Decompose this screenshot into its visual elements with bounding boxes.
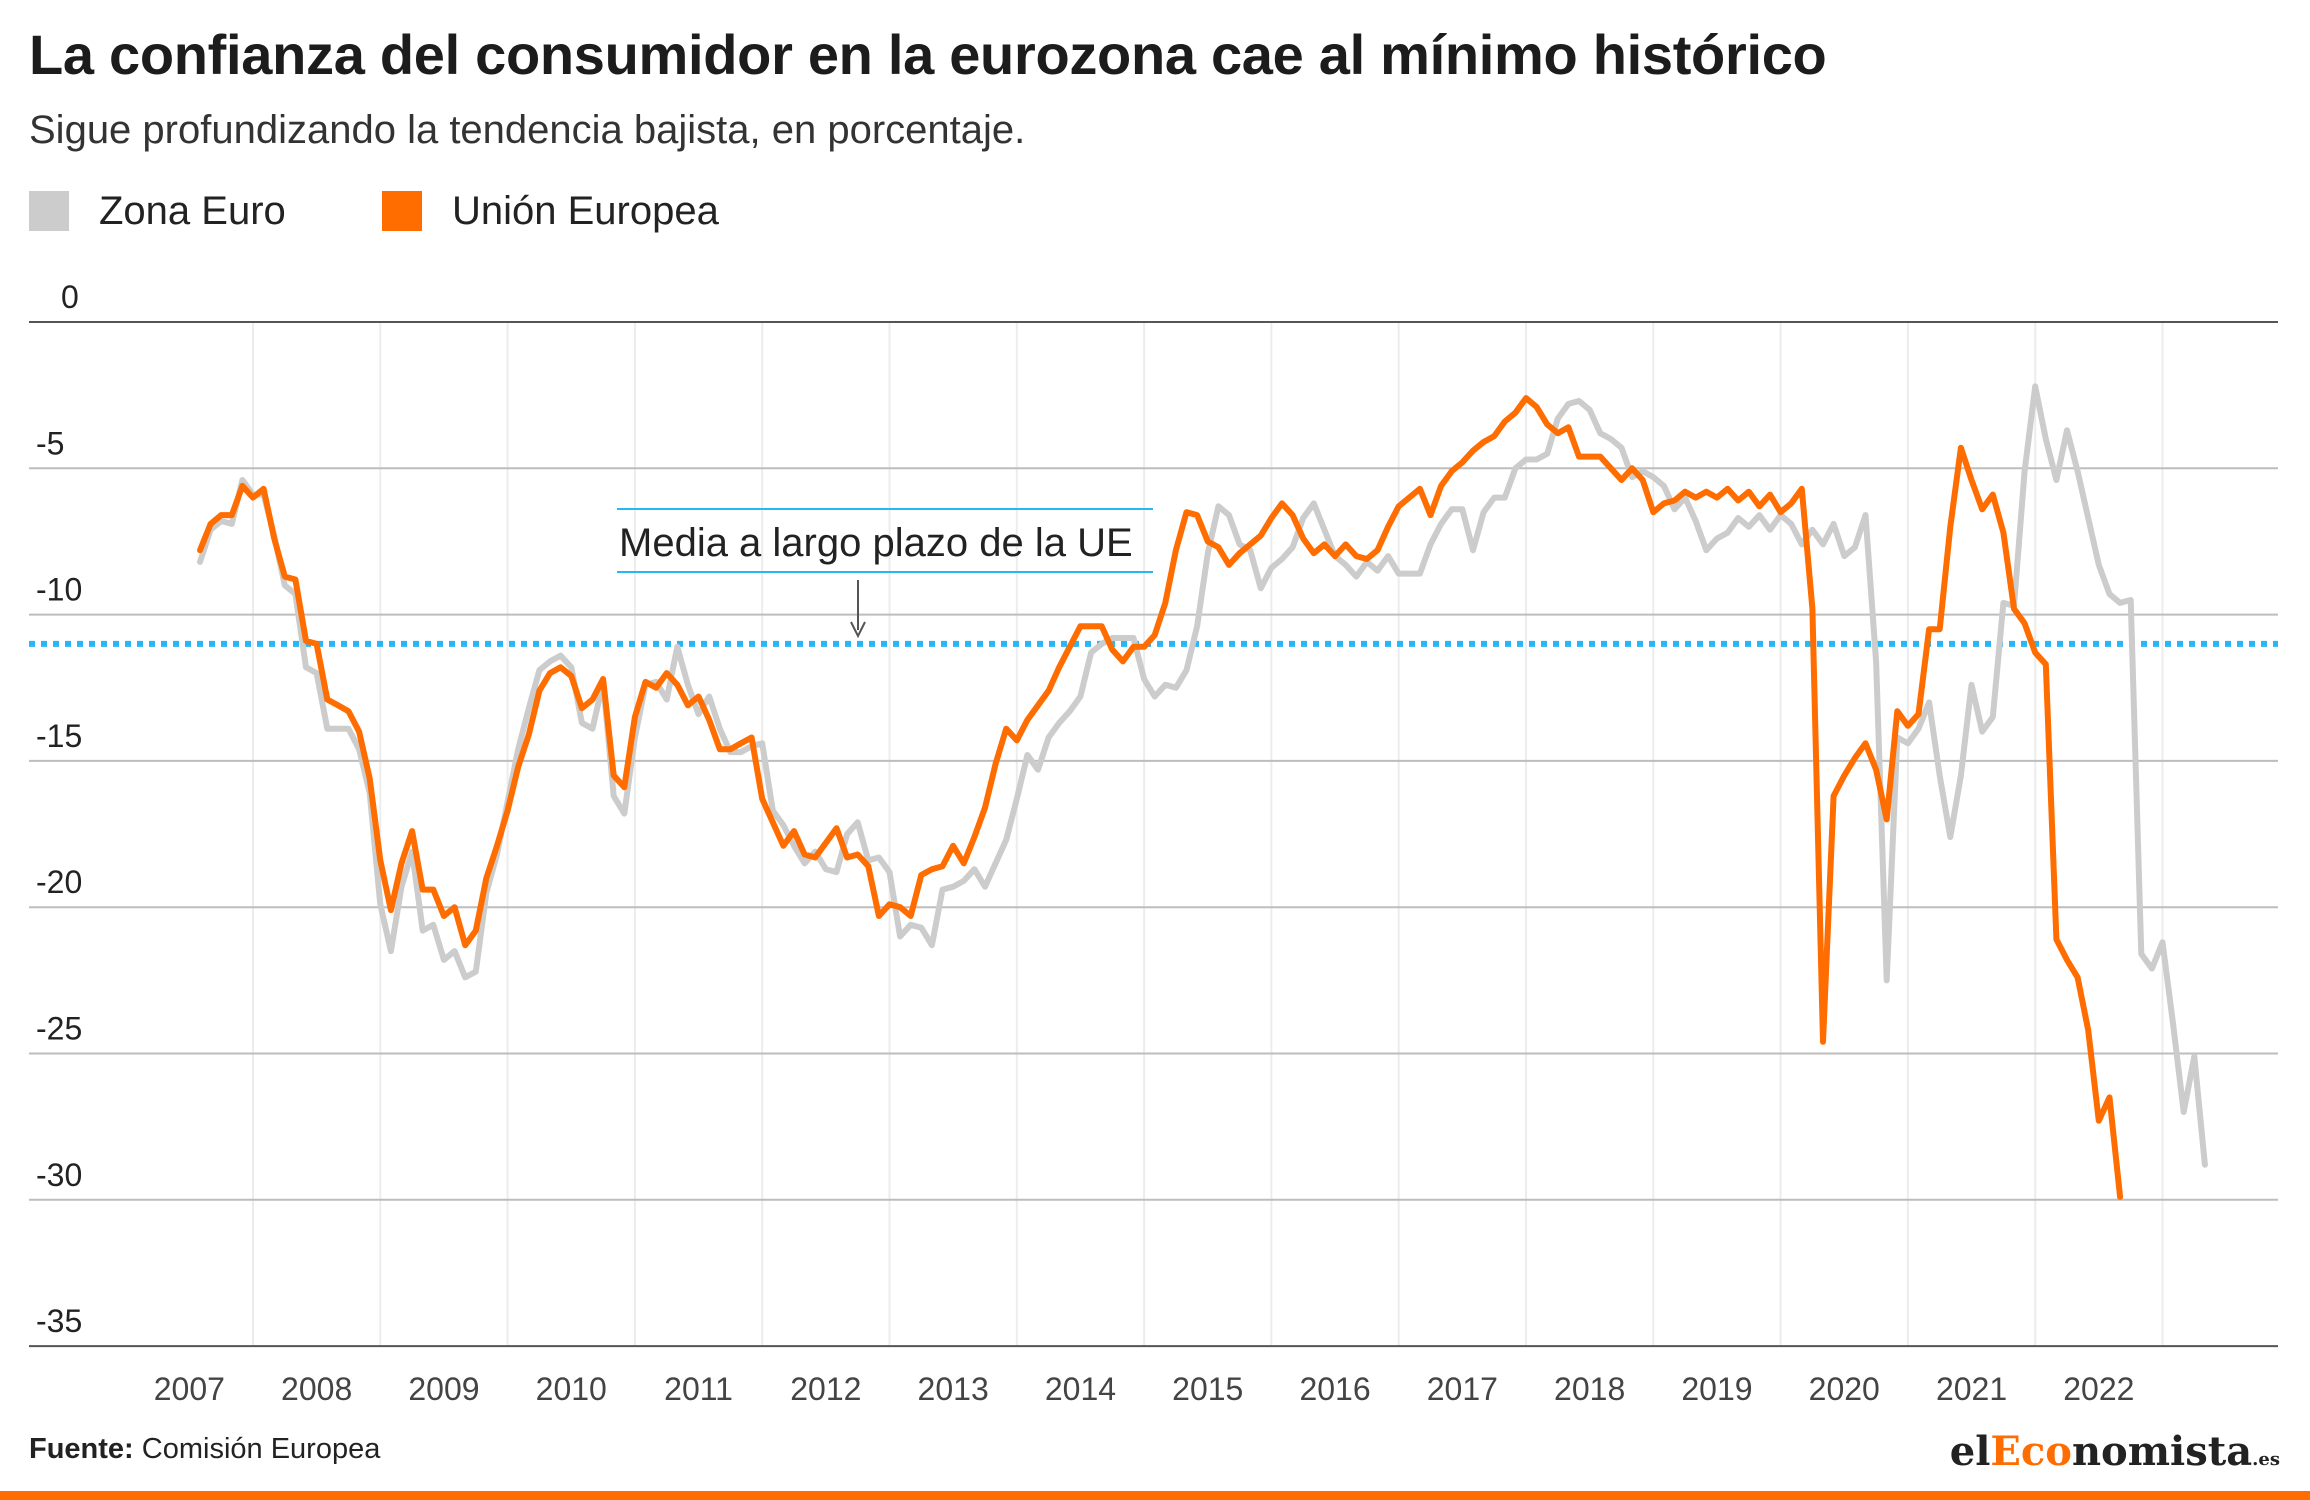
x-tick-label: 2015 bbox=[1172, 1371, 1243, 1407]
source-note: Fuente: Comisión Europea bbox=[29, 1433, 380, 1466]
y-tick-label: -30 bbox=[36, 1157, 82, 1193]
y-tick-label: -15 bbox=[36, 718, 82, 754]
x-tick-label: 2020 bbox=[1809, 1371, 1880, 1407]
x-tick-label: 2016 bbox=[1299, 1371, 1370, 1407]
y-tick-label: -20 bbox=[36, 864, 82, 900]
x-tick-label: 2014 bbox=[1045, 1371, 1116, 1407]
y-tick-label: -25 bbox=[36, 1011, 82, 1047]
legend-swatch-zona-euro bbox=[29, 191, 69, 231]
x-tick-label: 2019 bbox=[1681, 1371, 1752, 1407]
series-line-union-europea bbox=[197, 395, 2124, 1200]
x-tick-label: 2018 bbox=[1554, 1371, 1625, 1407]
x-tick-label: 2022 bbox=[2063, 1371, 2134, 1407]
annotation-label: Media a largo plazo de la UE bbox=[619, 521, 1133, 565]
y-tick-label: -35 bbox=[36, 1303, 82, 1339]
y-tick-label: 0 bbox=[61, 279, 79, 315]
x-tick-label: 2011 bbox=[664, 1371, 733, 1407]
brand-accent: Eco bbox=[1990, 1428, 2072, 1475]
brand-prefix: el bbox=[1949, 1428, 1991, 1475]
legend-label-union-europea: Unión Europea bbox=[452, 189, 719, 233]
x-tick-label: 2009 bbox=[408, 1371, 479, 1407]
x-tick-label: 2007 bbox=[154, 1371, 225, 1407]
line-chart: 0 -5 -10 -15 -20 -25 -30 -35 2007 2008 2009 2010 201… bbox=[29, 279, 2278, 1407]
x-tick-label: 2012 bbox=[790, 1371, 861, 1407]
series-line-zona-euro bbox=[197, 383, 2208, 1168]
annotation-arrow-head bbox=[850, 621, 866, 639]
chart-subtitle: Sigue profundizando la tendencia bajista… bbox=[29, 108, 1026, 152]
chart-title: La confianza del consumidor en la eurozo… bbox=[29, 23, 1827, 86]
legend-swatch-union-europea bbox=[382, 191, 422, 231]
bottom-accent-bar bbox=[0, 1491, 2310, 1500]
legend-label-zona-euro: Zona Euro bbox=[99, 189, 286, 233]
source-label: Fuente: bbox=[29, 1433, 134, 1465]
x-tick-label: 2017 bbox=[1427, 1371, 1498, 1407]
brand-logo: elEconomista.es bbox=[1950, 1428, 2280, 1475]
x-tick-label: 2013 bbox=[918, 1371, 989, 1407]
source-text: Comisión Europea bbox=[141, 1433, 381, 1465]
x-tick-label: 2008 bbox=[281, 1371, 352, 1407]
brand-suffix: .es bbox=[2252, 1449, 2280, 1470]
y-tick-label: -5 bbox=[36, 425, 64, 461]
x-tick-label: 2021 bbox=[1936, 1371, 2007, 1407]
x-tick-label: 2010 bbox=[536, 1371, 607, 1407]
y-tick-label: -10 bbox=[36, 572, 82, 608]
brand-rest: nomista bbox=[2071, 1428, 2253, 1475]
